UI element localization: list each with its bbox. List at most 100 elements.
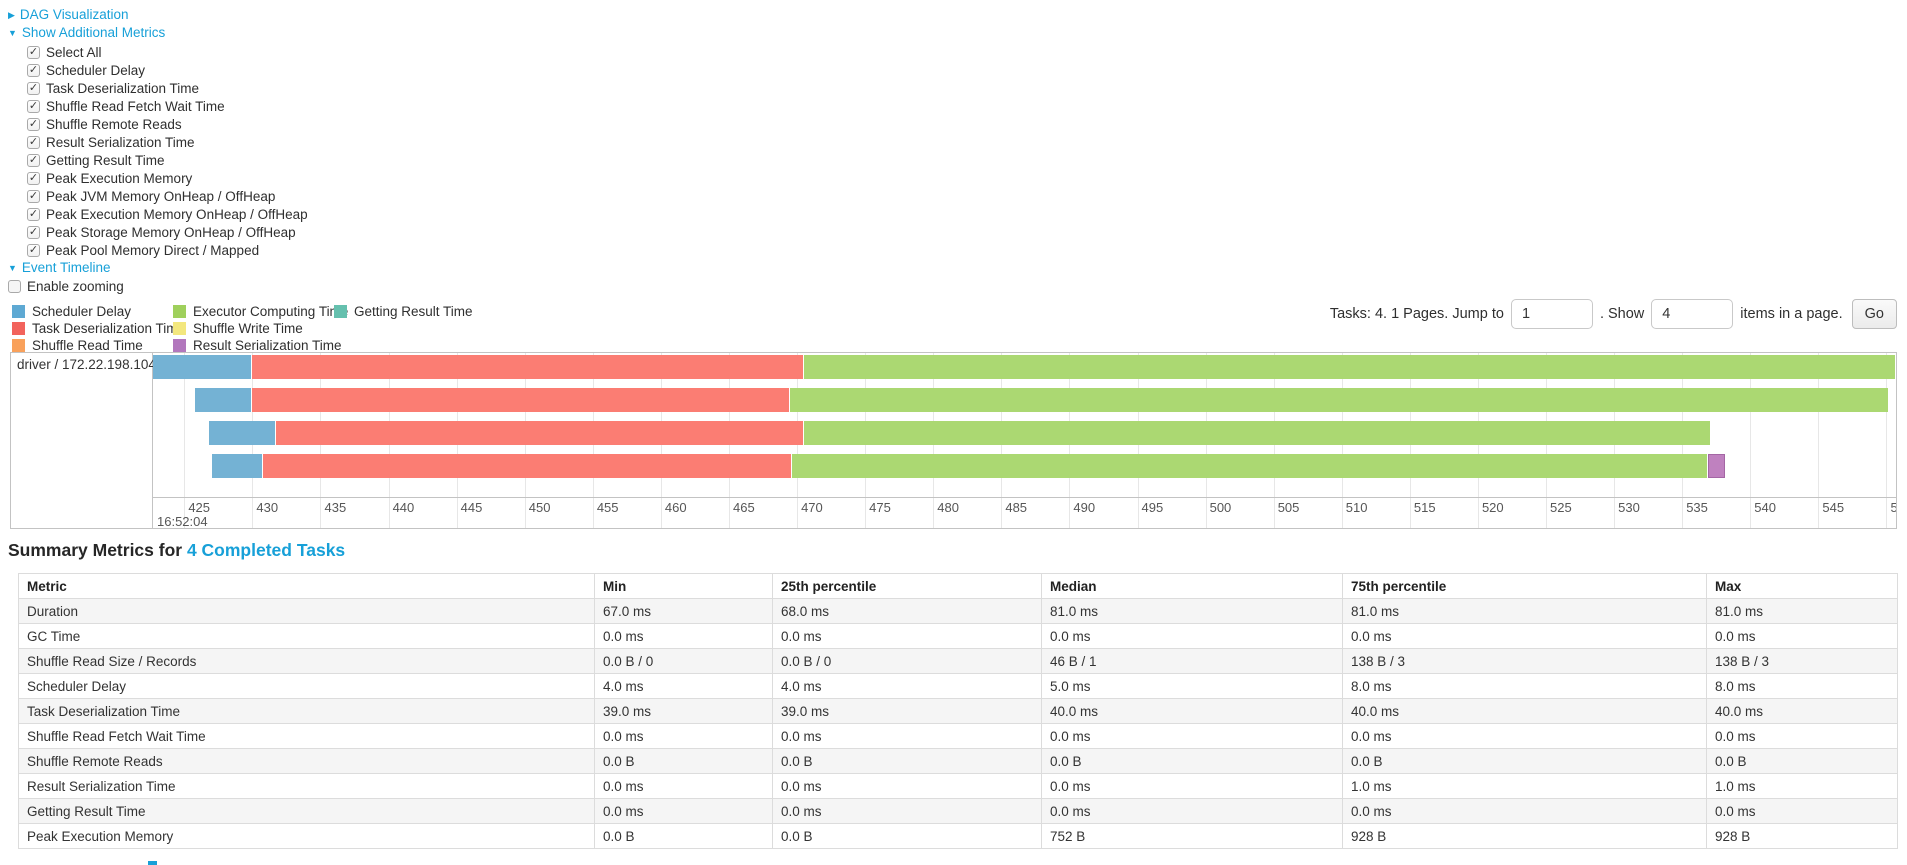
metric-name-cell: Duration bbox=[18, 598, 595, 624]
metric-value-cell: 81.0 ms bbox=[1706, 598, 1898, 624]
metric-value-cell: 0.0 ms bbox=[594, 623, 773, 649]
task-segment-task-deserialization[interactable] bbox=[252, 388, 790, 412]
metric-checkbox-checked[interactable]: ✓ bbox=[27, 135, 40, 149]
metric-checkbox-label: Result Serialization Time bbox=[46, 134, 195, 150]
metric-value-cell: 0.0 B bbox=[772, 748, 1042, 774]
clipped-next-section-link[interactable] bbox=[148, 861, 157, 865]
timeline-tick-label: 480 bbox=[937, 500, 959, 515]
enable-zooming-checkbox[interactable] bbox=[8, 280, 21, 293]
metric-value-cell: 0.0 ms bbox=[1342, 798, 1707, 824]
show-additional-metrics-toggle[interactable]: ▼ Show Additional Metrics bbox=[8, 25, 166, 40]
metric-value-cell: 0.0 ms bbox=[1041, 723, 1343, 749]
tasks-pagination: Tasks: 4. 1 Pages. Jump to . Show items … bbox=[1330, 297, 1897, 331]
metric-checkbox-label: Shuffle Remote Reads bbox=[46, 116, 182, 132]
metric-value-cell: 0.0 ms bbox=[1342, 723, 1707, 749]
go-button[interactable]: Go bbox=[1851, 299, 1897, 329]
metric-checkbox-checked[interactable]: ✓ bbox=[27, 189, 40, 203]
timeline-tick-label: 450 bbox=[528, 500, 551, 515]
metric-checkbox-checked[interactable]: ✓ bbox=[27, 243, 40, 257]
completed-tasks-link[interactable]: 4 Completed Tasks bbox=[186, 540, 346, 560]
jump-to-page-input[interactable] bbox=[1510, 299, 1593, 329]
timeline-plot-area: 16:52:04 425 430 435 440 445 450 455 460 465 470 4… bbox=[153, 353, 1896, 528]
table-row: GC Time 0.0 ms 0.0 ms 0.0 ms 0.0 ms 0.0 ms bbox=[18, 623, 1898, 649]
event-timeline-toggle[interactable]: ▼ Event Timeline bbox=[8, 260, 111, 275]
metric-checkbox-label: Getting Result Time bbox=[46, 152, 165, 168]
enable-zooming-label: Enable zooming bbox=[27, 279, 124, 294]
task-segment-task-deserialization[interactable] bbox=[275, 421, 803, 445]
metric-checkbox-checked[interactable]: ✓ bbox=[27, 153, 40, 167]
task-segment-executor-computing[interactable] bbox=[803, 355, 1895, 379]
legend-item: Executor Computing Time bbox=[173, 303, 348, 320]
metric-value-cell: 0.0 B bbox=[594, 748, 773, 774]
legend-item-label: Result Serialization Time bbox=[193, 338, 342, 353]
metric-checkbox-checked[interactable]: ✓ bbox=[27, 225, 40, 239]
timeline-tick-label: 440 bbox=[392, 500, 415, 515]
metric-value-cell: 0.0 ms bbox=[1706, 723, 1898, 749]
metric-name-cell: Result Serialization Time bbox=[18, 773, 595, 799]
metric-checkbox-checked[interactable]: ✓ bbox=[27, 171, 40, 185]
metric-value-cell: 40.0 ms bbox=[1041, 698, 1343, 724]
metric-value-cell: 1.0 ms bbox=[1342, 773, 1707, 799]
legend-column: Getting Result Time bbox=[334, 303, 473, 354]
task-segment-executor-computing[interactable] bbox=[790, 388, 1889, 412]
metric-value-cell: 40.0 ms bbox=[1342, 698, 1707, 724]
task-segment-scheduler-delay[interactable] bbox=[208, 421, 275, 445]
metric-checkbox-checked[interactable]: ✓ bbox=[27, 207, 40, 221]
timeline-axis-major-label: 16:52:04 bbox=[157, 514, 208, 528]
metric-checkbox-checked[interactable]: ✓ bbox=[27, 45, 40, 59]
table-header-cell: 75th percentile bbox=[1342, 573, 1707, 599]
metric-checkbox-label: Peak Execution Memory OnHeap / OffHeap bbox=[46, 206, 308, 222]
timeline-legend: Scheduler Delay Task Deserialization Time… bbox=[12, 303, 489, 354]
dag-visualization-toggle[interactable]: ▶ DAG Visualization bbox=[8, 7, 129, 22]
metric-checkbox-row: ✓ Select All bbox=[27, 43, 308, 61]
metric-checkbox-label: Select All bbox=[46, 44, 102, 60]
metric-name-cell: Scheduler Delay bbox=[18, 673, 595, 699]
metric-value-cell: 752 B bbox=[1041, 823, 1343, 849]
metric-checkbox-checked[interactable]: ✓ bbox=[27, 99, 40, 113]
table-header-cell: Metric bbox=[18, 573, 595, 599]
table-row: Result Serialization Time 0.0 ms 0.0 ms 0.0… bbox=[18, 773, 1898, 799]
metric-value-cell: 138 B / 3 bbox=[1706, 648, 1898, 674]
page-size-input[interactable] bbox=[1651, 299, 1734, 329]
metric-value-cell: 138 B / 3 bbox=[1342, 648, 1707, 674]
table-row: Getting Result Time 0.0 ms 0.0 ms 0.0 ms 0.0… bbox=[18, 798, 1898, 824]
task-segment-executor-computing[interactable] bbox=[791, 454, 1708, 478]
metric-checkbox-checked[interactable]: ✓ bbox=[27, 63, 40, 77]
timeline-gridline bbox=[184, 353, 186, 528]
summary-metrics-heading: Summary Metrics for 4 Completed Tasks bbox=[8, 540, 346, 560]
legend-item-label: Getting Result Time bbox=[354, 304, 473, 319]
timeline-tick-label: 425 bbox=[188, 500, 211, 515]
task-segment-task-deserialization[interactable] bbox=[252, 355, 803, 379]
metric-name-cell: Task Deserialization Time bbox=[18, 698, 595, 724]
metric-checkbox-checked[interactable]: ✓ bbox=[27, 81, 40, 95]
table-row: Peak Execution Memory 0.0 B 0.0 B 752 B 928 … bbox=[18, 823, 1898, 849]
metric-checkbox-row: ✓ Peak Storage Memory OnHeap / OffHeap bbox=[27, 223, 308, 241]
metric-value-cell: 0.0 B bbox=[1041, 748, 1343, 774]
metric-value-cell: 0.0 B bbox=[1706, 748, 1898, 774]
task-segment-scheduler-delay[interactable] bbox=[211, 454, 263, 478]
task-segment-task-deserialization[interactable] bbox=[263, 454, 791, 478]
task-segment-result-serialization[interactable] bbox=[1708, 454, 1725, 478]
timeline-tick-label: 445 bbox=[460, 500, 483, 515]
timeline-task-row bbox=[153, 454, 1896, 478]
event-timeline-chart: driver / 172.22.198.104 16:52:04 425 430 4… bbox=[10, 352, 1897, 529]
show-text: . Show bbox=[1599, 306, 1645, 322]
metric-checkbox-row: ✓ Peak Pool Memory Direct / Mapped bbox=[27, 241, 308, 259]
metric-name-cell: Shuffle Remote Reads bbox=[18, 748, 595, 774]
task-segment-scheduler-delay[interactable] bbox=[195, 388, 252, 412]
task-segment-scheduler-delay[interactable] bbox=[153, 355, 252, 379]
timeline-tick-label: 490 bbox=[1073, 500, 1096, 515]
task-segment-executor-computing[interactable] bbox=[803, 421, 1710, 445]
table-header-cell: Min bbox=[594, 573, 773, 599]
metric-checkbox-label: Peak Storage Memory OnHeap / OffHeap bbox=[46, 224, 296, 240]
metric-value-cell: 8.0 ms bbox=[1342, 673, 1707, 699]
metric-checkbox-checked[interactable]: ✓ bbox=[27, 117, 40, 131]
metric-checkbox-row: ✓ Peak Execution Memory bbox=[27, 169, 308, 187]
metric-name-cell: Shuffle Read Fetch Wait Time bbox=[18, 723, 595, 749]
table-row: Duration 67.0 ms 68.0 ms 81.0 ms 81.0 ms 81.0… bbox=[18, 598, 1898, 624]
metric-value-cell: 8.0 ms bbox=[1706, 673, 1898, 699]
legend-swatch-icon bbox=[173, 322, 186, 335]
timeline-tick-label: 540 bbox=[1754, 500, 1776, 515]
timeline-tick-label: 435 bbox=[324, 500, 347, 515]
legend-item-label: Task Deserialization Time bbox=[32, 321, 186, 336]
